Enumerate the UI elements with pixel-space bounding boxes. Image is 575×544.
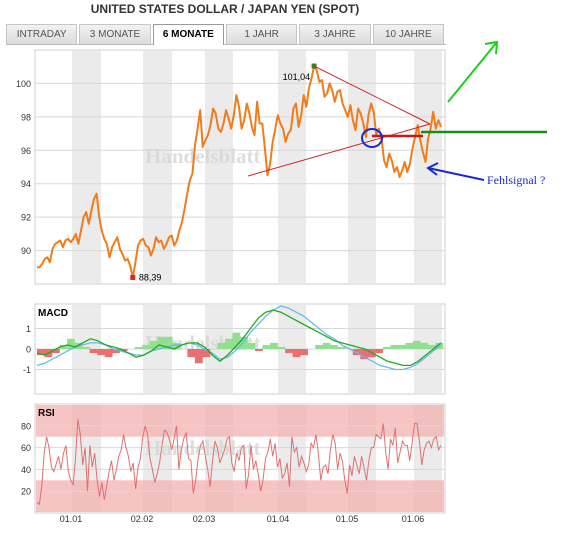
macd-histogram-bar xyxy=(292,349,301,358)
high-marker-label: 101,04 xyxy=(283,72,311,82)
rsi-line xyxy=(36,419,442,506)
macd-histogram-bar xyxy=(240,336,248,349)
macd-histogram-bar xyxy=(277,346,286,349)
macd-histogram-bar xyxy=(270,342,278,349)
macd-histogram-bar xyxy=(375,349,384,354)
macd-histogram-bar xyxy=(232,332,241,349)
macd-histogram-bar xyxy=(67,338,75,349)
rsi-y-tick-label: 40 xyxy=(21,465,31,475)
price-time-band xyxy=(205,51,233,283)
price-time-band xyxy=(278,51,306,283)
tab-6-monate[interactable]: 6 MONATE xyxy=(152,24,224,45)
timeframe-tabs: INTRADAY 3 MONATE 6 MONATE 1 JAHR 3 JAHR… xyxy=(6,24,446,45)
macd-histogram-bar xyxy=(157,336,166,349)
low-marker xyxy=(130,274,136,280)
rsi-y-tick-label: 60 xyxy=(21,443,31,453)
price-y-tick-label: 98 xyxy=(21,112,31,122)
x-tick-label: 02.03 xyxy=(193,514,216,524)
macd-histogram-bar xyxy=(134,346,143,349)
tab-intraday[interactable]: INTRADAY xyxy=(6,24,78,44)
lower-trendline xyxy=(247,123,431,177)
macd-histogram-bar xyxy=(187,349,196,358)
macd-histogram-bar xyxy=(397,344,406,349)
annotation-label: Fehlsignal ? xyxy=(487,173,545,187)
macd-histogram-bar xyxy=(59,344,68,349)
macd-y-tick-label: 0 xyxy=(26,345,31,355)
tab-3-monate[interactable]: 3 MONATE xyxy=(79,24,151,44)
macd-histogram-bar xyxy=(405,342,414,349)
macd-histogram-bar xyxy=(322,342,331,349)
macd-histogram-bar xyxy=(37,349,45,356)
macd-histogram-bar xyxy=(112,349,121,354)
price-line xyxy=(37,65,442,279)
green-arrow-head xyxy=(484,40,499,55)
signal-circle xyxy=(361,128,383,148)
tab-10-jahre[interactable]: 10 JAHRE xyxy=(372,24,444,44)
x-tick-label: 01.01 xyxy=(60,514,83,524)
macd-histogram-bar xyxy=(172,342,181,349)
macd-histogram-bar xyxy=(382,346,391,349)
macd-line xyxy=(36,309,442,367)
macd-histogram-bar xyxy=(427,344,436,349)
macd-y-tick-label: -1 xyxy=(23,365,31,375)
tab-1-jahr[interactable]: 1 JAHR xyxy=(225,24,298,44)
macd-histogram-bar xyxy=(224,338,233,349)
watermark-text: Handelsblatt xyxy=(145,436,261,460)
macd-histogram-bar xyxy=(97,349,105,356)
rsi-y-tick-label: 80 xyxy=(21,421,31,431)
x-tick-label: 01.06 xyxy=(402,514,425,524)
macd-title: MACD xyxy=(38,308,68,319)
macd-histogram-bar xyxy=(247,342,256,349)
macd-histogram-bar xyxy=(285,349,293,354)
x-tick-label: 01.04 xyxy=(267,514,290,524)
blue-arrow-shaft xyxy=(427,167,485,181)
blue-arrow-head xyxy=(426,162,439,176)
price-panel xyxy=(34,49,446,285)
x-tick-label: 01.05 xyxy=(336,514,359,524)
macd-histogram-bar xyxy=(89,349,98,354)
price-time-band xyxy=(348,51,376,283)
macd-histogram-bar xyxy=(52,349,60,354)
macd-histogram-bar xyxy=(315,344,324,349)
watermark-text: Handelsblatt xyxy=(145,144,261,168)
macd-histogram-bar xyxy=(300,349,308,356)
macd-histogram-bar xyxy=(164,336,173,349)
macd-histogram-bar xyxy=(142,344,151,349)
upper-trendline xyxy=(313,65,431,125)
green-arrow-shaft xyxy=(447,41,498,103)
price-y-tick-label: 92 xyxy=(21,213,31,223)
macd-histogram-bar xyxy=(202,349,211,358)
macd-histogram-bar xyxy=(262,344,271,349)
price-y-tick-label: 94 xyxy=(21,179,31,189)
chart-title: UNITED STATES DOLLAR / JAPAN YEN (SPOT) xyxy=(90,2,360,16)
macd-histogram-bar xyxy=(149,340,158,349)
tab-3-jahre[interactable]: 3 JAHRE xyxy=(299,24,371,44)
low-marker-label: 88,39 xyxy=(139,272,162,282)
macd-histogram-bar xyxy=(330,344,339,349)
macd-y-tick-label: 1 xyxy=(26,324,31,334)
macd-histogram-bar xyxy=(337,346,346,349)
macd-histogram-bar xyxy=(420,342,429,349)
macd-histogram-bar xyxy=(390,344,399,349)
macd-histogram-bar xyxy=(255,349,263,352)
macd-histogram-bar xyxy=(194,349,203,364)
macd-histogram-bar xyxy=(82,346,90,349)
macd-histogram-bar xyxy=(412,340,421,349)
x-tick-label: 02.02 xyxy=(131,514,154,524)
rsi-y-tick-label: 20 xyxy=(21,487,31,497)
price-y-tick-label: 100 xyxy=(16,79,31,89)
macd-histogram-bar xyxy=(352,349,361,356)
rsi-oversold-zone xyxy=(36,480,444,512)
price-y-tick-label: 90 xyxy=(21,246,31,256)
macd-histogram-bar xyxy=(104,349,113,358)
macd-histogram-bar xyxy=(217,342,226,349)
price-y-tick-label: 96 xyxy=(21,146,31,156)
macd-histogram-bar xyxy=(360,349,369,360)
price-time-band xyxy=(72,51,101,283)
rsi-overbought-zone xyxy=(36,405,444,437)
rsi-title: RSI xyxy=(38,408,55,419)
